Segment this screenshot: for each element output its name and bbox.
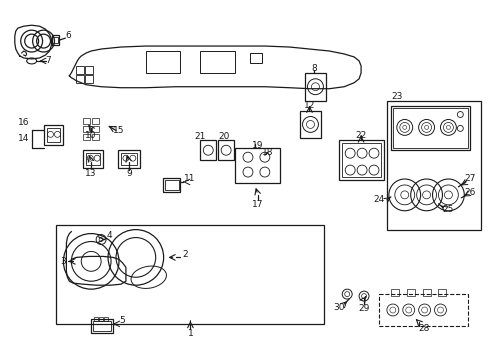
Bar xyxy=(93,321,111,331)
Bar xyxy=(94,317,98,321)
Text: 17: 17 xyxy=(252,200,263,209)
Bar xyxy=(218,140,234,160)
Text: 28: 28 xyxy=(417,324,428,333)
Bar xyxy=(56,225,324,324)
Bar xyxy=(406,289,414,296)
Text: 21: 21 xyxy=(194,132,205,141)
Bar xyxy=(304,73,325,100)
Text: 13: 13 xyxy=(85,168,97,177)
Bar xyxy=(339,140,383,180)
Text: 26: 26 xyxy=(464,188,475,197)
Bar xyxy=(200,51,235,73)
Bar xyxy=(163,178,180,192)
Text: 8: 8 xyxy=(311,64,317,73)
Bar xyxy=(164,180,178,190)
Text: 18: 18 xyxy=(262,148,273,157)
Bar xyxy=(92,126,99,132)
Text: 14: 14 xyxy=(18,134,29,143)
Text: 30: 30 xyxy=(333,302,345,311)
Bar xyxy=(52,37,59,43)
Bar xyxy=(104,317,108,321)
Bar xyxy=(43,125,63,145)
Bar xyxy=(46,129,61,142)
Bar xyxy=(438,289,446,296)
Bar xyxy=(92,134,99,140)
Text: 29: 29 xyxy=(358,305,369,314)
Text: 24: 24 xyxy=(373,195,384,204)
Bar xyxy=(342,143,380,177)
Bar xyxy=(91,319,113,333)
Text: 3: 3 xyxy=(61,257,66,266)
Bar xyxy=(86,153,100,165)
Bar xyxy=(118,150,140,168)
Bar xyxy=(121,153,137,165)
Text: 22: 22 xyxy=(355,131,366,140)
Bar xyxy=(422,289,429,296)
Bar xyxy=(92,118,99,125)
Text: 6: 6 xyxy=(65,31,71,40)
Bar xyxy=(390,105,469,150)
Text: 27: 27 xyxy=(464,174,475,183)
Text: 10: 10 xyxy=(85,131,97,140)
Bar xyxy=(386,100,480,230)
Bar xyxy=(85,75,93,83)
Bar xyxy=(83,126,90,132)
Bar xyxy=(83,150,103,168)
Text: 15: 15 xyxy=(113,126,124,135)
Bar xyxy=(99,317,103,321)
Text: 5: 5 xyxy=(119,316,124,325)
Bar xyxy=(392,108,468,148)
Text: 19: 19 xyxy=(252,141,263,150)
Bar xyxy=(83,118,90,125)
Text: 7: 7 xyxy=(45,57,51,66)
Text: 16: 16 xyxy=(18,118,29,127)
Bar xyxy=(83,134,90,140)
Text: 25: 25 xyxy=(442,205,453,214)
Bar xyxy=(390,289,398,296)
Text: 20: 20 xyxy=(218,132,229,141)
Bar xyxy=(299,111,321,138)
Bar xyxy=(76,75,84,83)
Text: 4: 4 xyxy=(106,231,112,240)
Bar xyxy=(85,66,93,74)
Text: 9: 9 xyxy=(126,168,131,177)
Text: 12: 12 xyxy=(303,101,315,110)
Bar xyxy=(378,294,468,326)
Text: 11: 11 xyxy=(183,174,195,183)
Text: 2: 2 xyxy=(183,250,188,259)
Bar xyxy=(249,53,262,63)
Bar xyxy=(200,140,216,160)
Bar xyxy=(235,148,279,183)
Text: 1: 1 xyxy=(187,329,193,338)
Text: 23: 23 xyxy=(390,92,402,101)
Bar xyxy=(145,51,180,73)
Bar xyxy=(76,66,84,74)
Bar xyxy=(51,35,60,45)
